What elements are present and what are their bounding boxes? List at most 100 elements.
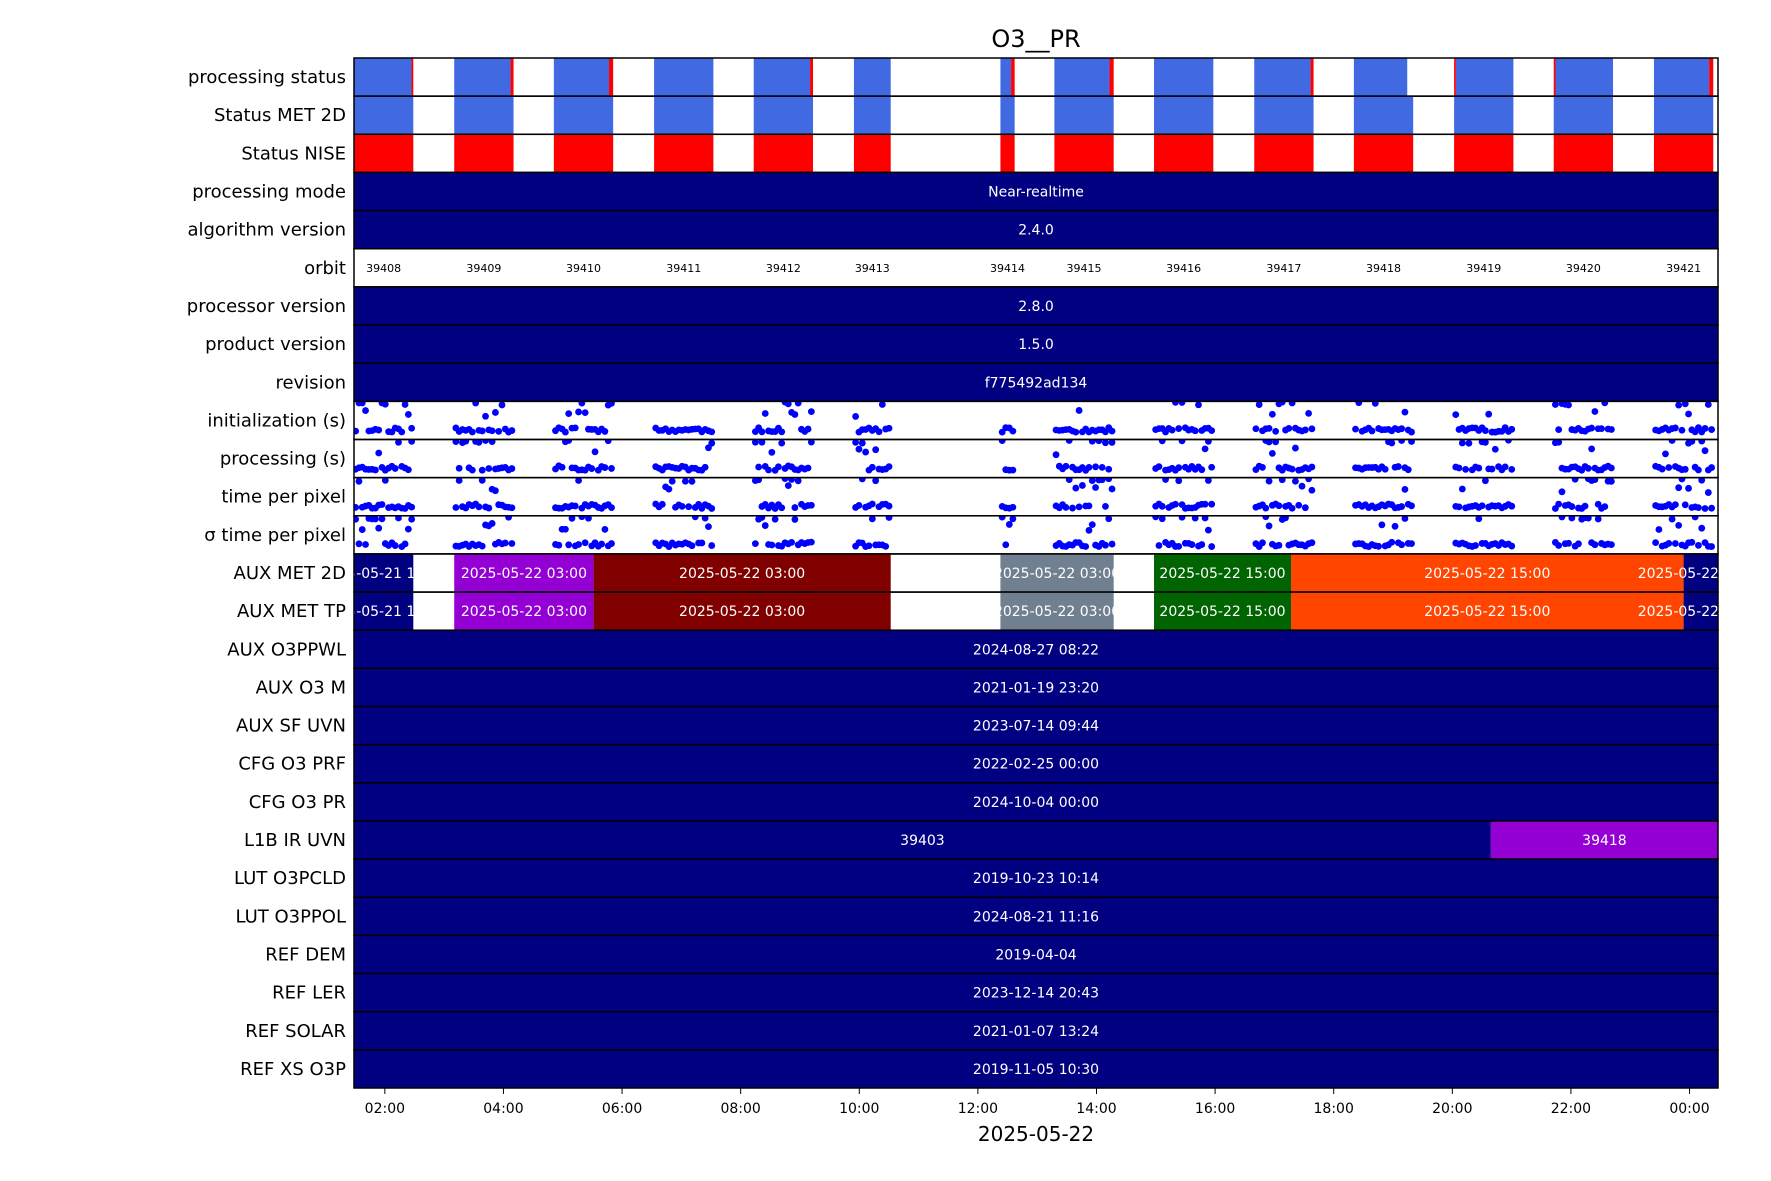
row-plot: 2024-08-27 08:22 <box>354 630 1718 669</box>
bar <box>1653 96 1714 135</box>
data-point <box>1191 515 1199 522</box>
data-point <box>758 439 766 446</box>
bar <box>654 134 714 173</box>
data-point <box>482 412 489 420</box>
data-point <box>1658 465 1666 473</box>
data-point <box>591 448 599 456</box>
x-tick-label: 14:00 <box>1076 1101 1116 1117</box>
data-point <box>701 463 709 471</box>
data-point <box>875 428 883 436</box>
data-point <box>1555 439 1563 446</box>
data-point <box>778 439 786 447</box>
data-point <box>558 463 566 471</box>
data-point <box>565 439 573 444</box>
x-tick-label: 20:00 <box>1432 1101 1472 1117</box>
row-plot <box>354 96 1714 135</box>
data-point <box>1268 410 1276 418</box>
data-point <box>1688 439 1696 445</box>
bar-label: 2023-07-14 09:44 <box>973 719 1099 735</box>
row-11: time per pixel <box>221 476 1719 517</box>
data-point <box>1098 477 1106 484</box>
data-point <box>1272 427 1280 435</box>
data-point <box>1475 464 1483 472</box>
x-tick-label: 04:00 <box>483 1101 523 1117</box>
row-label: AUX O3 M <box>256 677 346 698</box>
data-point <box>685 503 693 511</box>
data-point <box>1671 501 1679 509</box>
orbit-label: 39413 <box>855 262 890 275</box>
bar <box>1683 553 1718 593</box>
data-point <box>485 465 493 472</box>
bar <box>1454 96 1514 135</box>
data-point <box>601 525 609 533</box>
data-point <box>708 542 716 549</box>
data-point <box>1458 485 1466 493</box>
orbit-label: 39420 <box>1566 262 1601 275</box>
data-point <box>1178 401 1186 406</box>
data-point <box>372 466 379 474</box>
data-point <box>1175 477 1183 485</box>
row-plot: 2024-10-04 00:00 <box>354 782 1718 821</box>
data-point <box>885 515 893 521</box>
data-point <box>668 477 676 485</box>
data-point <box>1255 401 1263 408</box>
data-point <box>1388 538 1396 546</box>
data-point <box>1681 501 1689 509</box>
bar-label: 2025-05-22 03:00 <box>679 566 805 582</box>
data-point <box>1565 539 1572 547</box>
data-point <box>1082 543 1090 550</box>
data-point <box>885 502 893 510</box>
orbit-label: 39417 <box>1266 262 1301 275</box>
data-point <box>855 501 863 509</box>
data-point <box>1708 543 1716 550</box>
data-point <box>1591 408 1599 415</box>
bar-label: 2025-05-22 15:00 <box>1159 604 1285 620</box>
data-point <box>1108 485 1116 493</box>
row-label: REF XS O3P <box>240 1059 346 1080</box>
data-point <box>395 439 402 446</box>
data-point <box>492 487 499 495</box>
data-point <box>408 515 416 523</box>
orbit-label: 39418 <box>1366 262 1401 275</box>
row-plot: 2019-11-05 10:30 <box>354 1049 1718 1088</box>
x-tick-label: 02:00 <box>365 1101 405 1117</box>
row-label: AUX MET TP <box>237 601 346 622</box>
row-10: processing (s) <box>220 438 1719 479</box>
data-point <box>401 401 409 408</box>
data-point <box>1292 444 1299 452</box>
data-point <box>1481 477 1489 485</box>
row-label: processing mode <box>192 182 346 203</box>
data-point <box>998 515 1006 521</box>
bar-label: 2019-10-23 10:14 <box>973 871 1099 887</box>
data-point <box>505 515 512 521</box>
data-point <box>1308 486 1316 494</box>
data-point <box>1508 425 1516 433</box>
data-point <box>508 465 516 472</box>
data-point <box>791 411 799 418</box>
data-point <box>1607 477 1615 485</box>
bar <box>1154 592 1292 631</box>
data-point <box>1698 477 1706 484</box>
bar <box>1455 58 1514 97</box>
bar <box>1653 58 1710 97</box>
bar <box>1054 96 1114 135</box>
row-plot <box>354 515 1716 551</box>
data-point <box>872 446 880 454</box>
bar <box>654 96 714 135</box>
data-point <box>1075 407 1083 414</box>
data-point <box>1072 428 1080 436</box>
data-point <box>1688 538 1696 546</box>
data-point <box>1704 489 1712 496</box>
data-point <box>1607 426 1615 433</box>
data-point <box>1265 477 1273 485</box>
bar <box>553 134 614 173</box>
chart-title: O3__PR <box>991 25 1080 53</box>
data-point <box>688 542 696 550</box>
x-tick-label: 16:00 <box>1195 1101 1235 1117</box>
row-plot: Near-realtime <box>354 172 1718 211</box>
data-point <box>1009 427 1017 435</box>
data-point <box>578 401 586 407</box>
data-point <box>1408 439 1415 445</box>
bar <box>454 58 511 97</box>
row-plot: 2023-12-14 20:43 <box>354 973 1718 1012</box>
